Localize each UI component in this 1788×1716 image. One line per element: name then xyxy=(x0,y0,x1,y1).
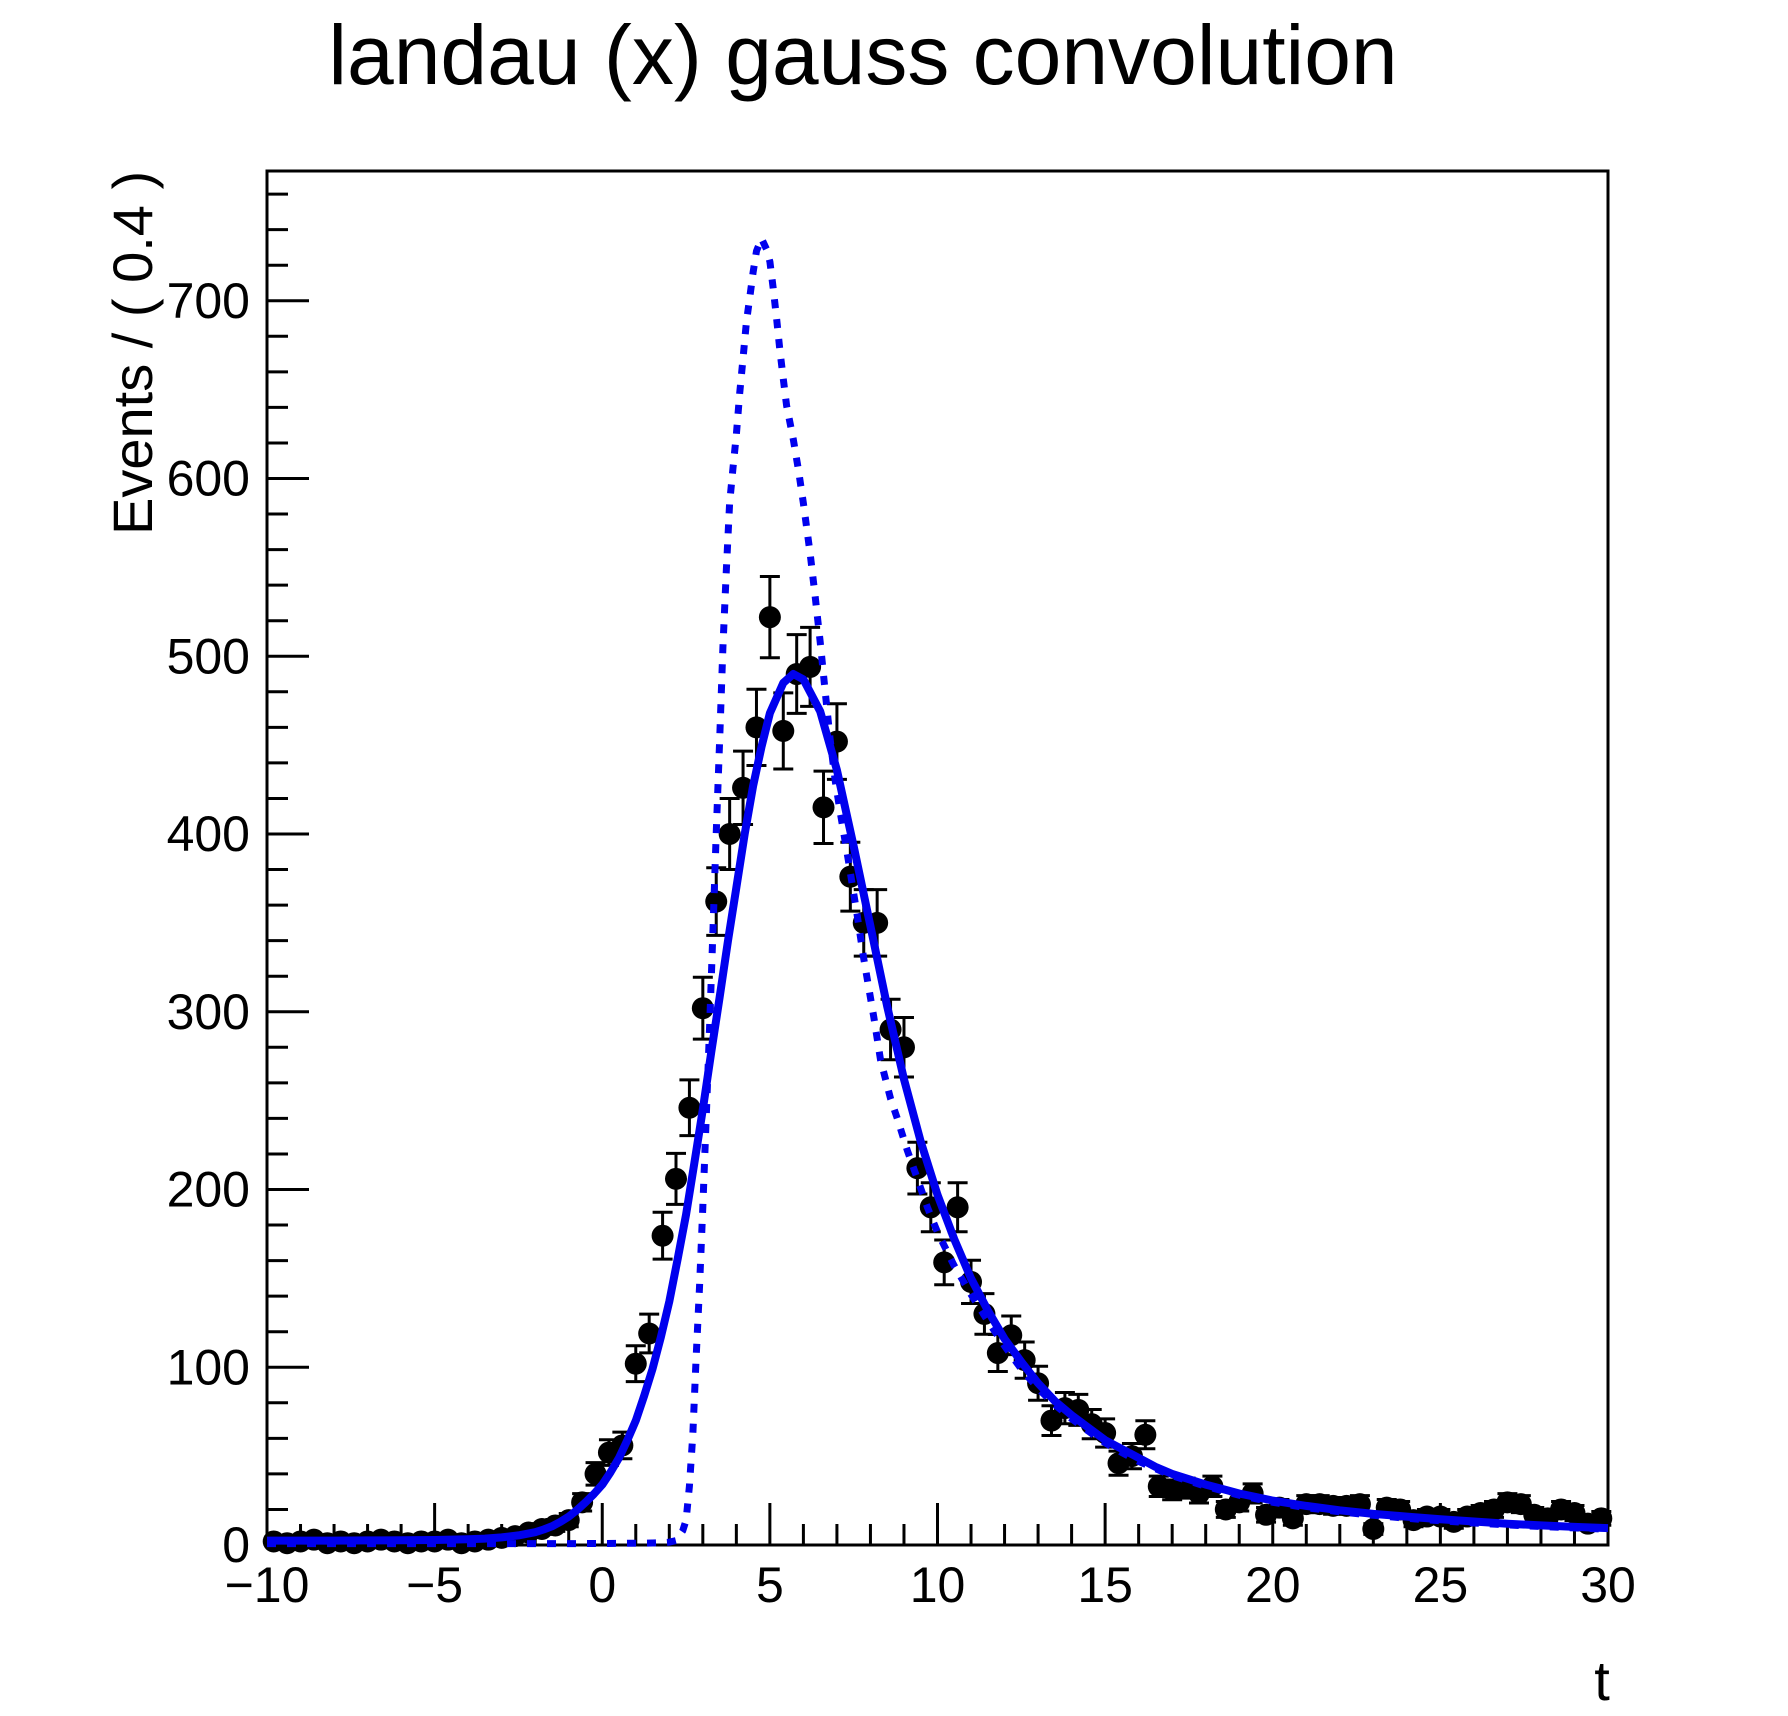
x-tick-label: 25 xyxy=(1413,1557,1469,1613)
data-point xyxy=(933,1251,956,1274)
y-axis-title: Events / ( 0.4 ) xyxy=(101,171,164,535)
y-tick-label: 700 xyxy=(167,273,250,329)
data-point xyxy=(638,1322,661,1345)
x-tick-label: 0 xyxy=(588,1557,616,1613)
data-point xyxy=(946,1196,969,1219)
x-tick-label: −10 xyxy=(225,1557,310,1613)
x-tick-label: 30 xyxy=(1580,1557,1636,1613)
y-tick-label: 0 xyxy=(222,1517,250,1573)
y-tick-label: 500 xyxy=(167,628,250,684)
model-fit-curve xyxy=(267,670,1609,1545)
x-tick-label: 10 xyxy=(910,1557,966,1613)
data-point xyxy=(1134,1423,1157,1446)
y-tick-label: 200 xyxy=(167,1162,250,1218)
data-point xyxy=(812,796,835,819)
data-point xyxy=(651,1224,674,1247)
data-point xyxy=(799,655,822,678)
data-point xyxy=(624,1352,647,1375)
x-tick-label: 20 xyxy=(1245,1557,1301,1613)
data-point xyxy=(772,719,795,742)
y-tick-label: 300 xyxy=(167,984,250,1040)
fit-solid-polyline xyxy=(267,670,1609,1545)
x-tick-label: 15 xyxy=(1077,1557,1133,1613)
data-point xyxy=(718,823,741,846)
y-tick-label: 400 xyxy=(167,806,250,862)
x-tick-label: −5 xyxy=(406,1557,463,1613)
data-point xyxy=(758,606,781,629)
y-tick-label: 100 xyxy=(167,1339,250,1395)
x-tick-label: 5 xyxy=(756,1557,784,1613)
plot-title: landau (x) gauss convolution xyxy=(328,8,1397,102)
x-axis-title: t xyxy=(1594,1649,1610,1712)
data-point xyxy=(691,997,714,1020)
data-point xyxy=(1362,1518,1385,1541)
data-point xyxy=(665,1167,688,1190)
y-tick-label: 600 xyxy=(167,451,250,507)
data-point xyxy=(678,1096,701,1119)
